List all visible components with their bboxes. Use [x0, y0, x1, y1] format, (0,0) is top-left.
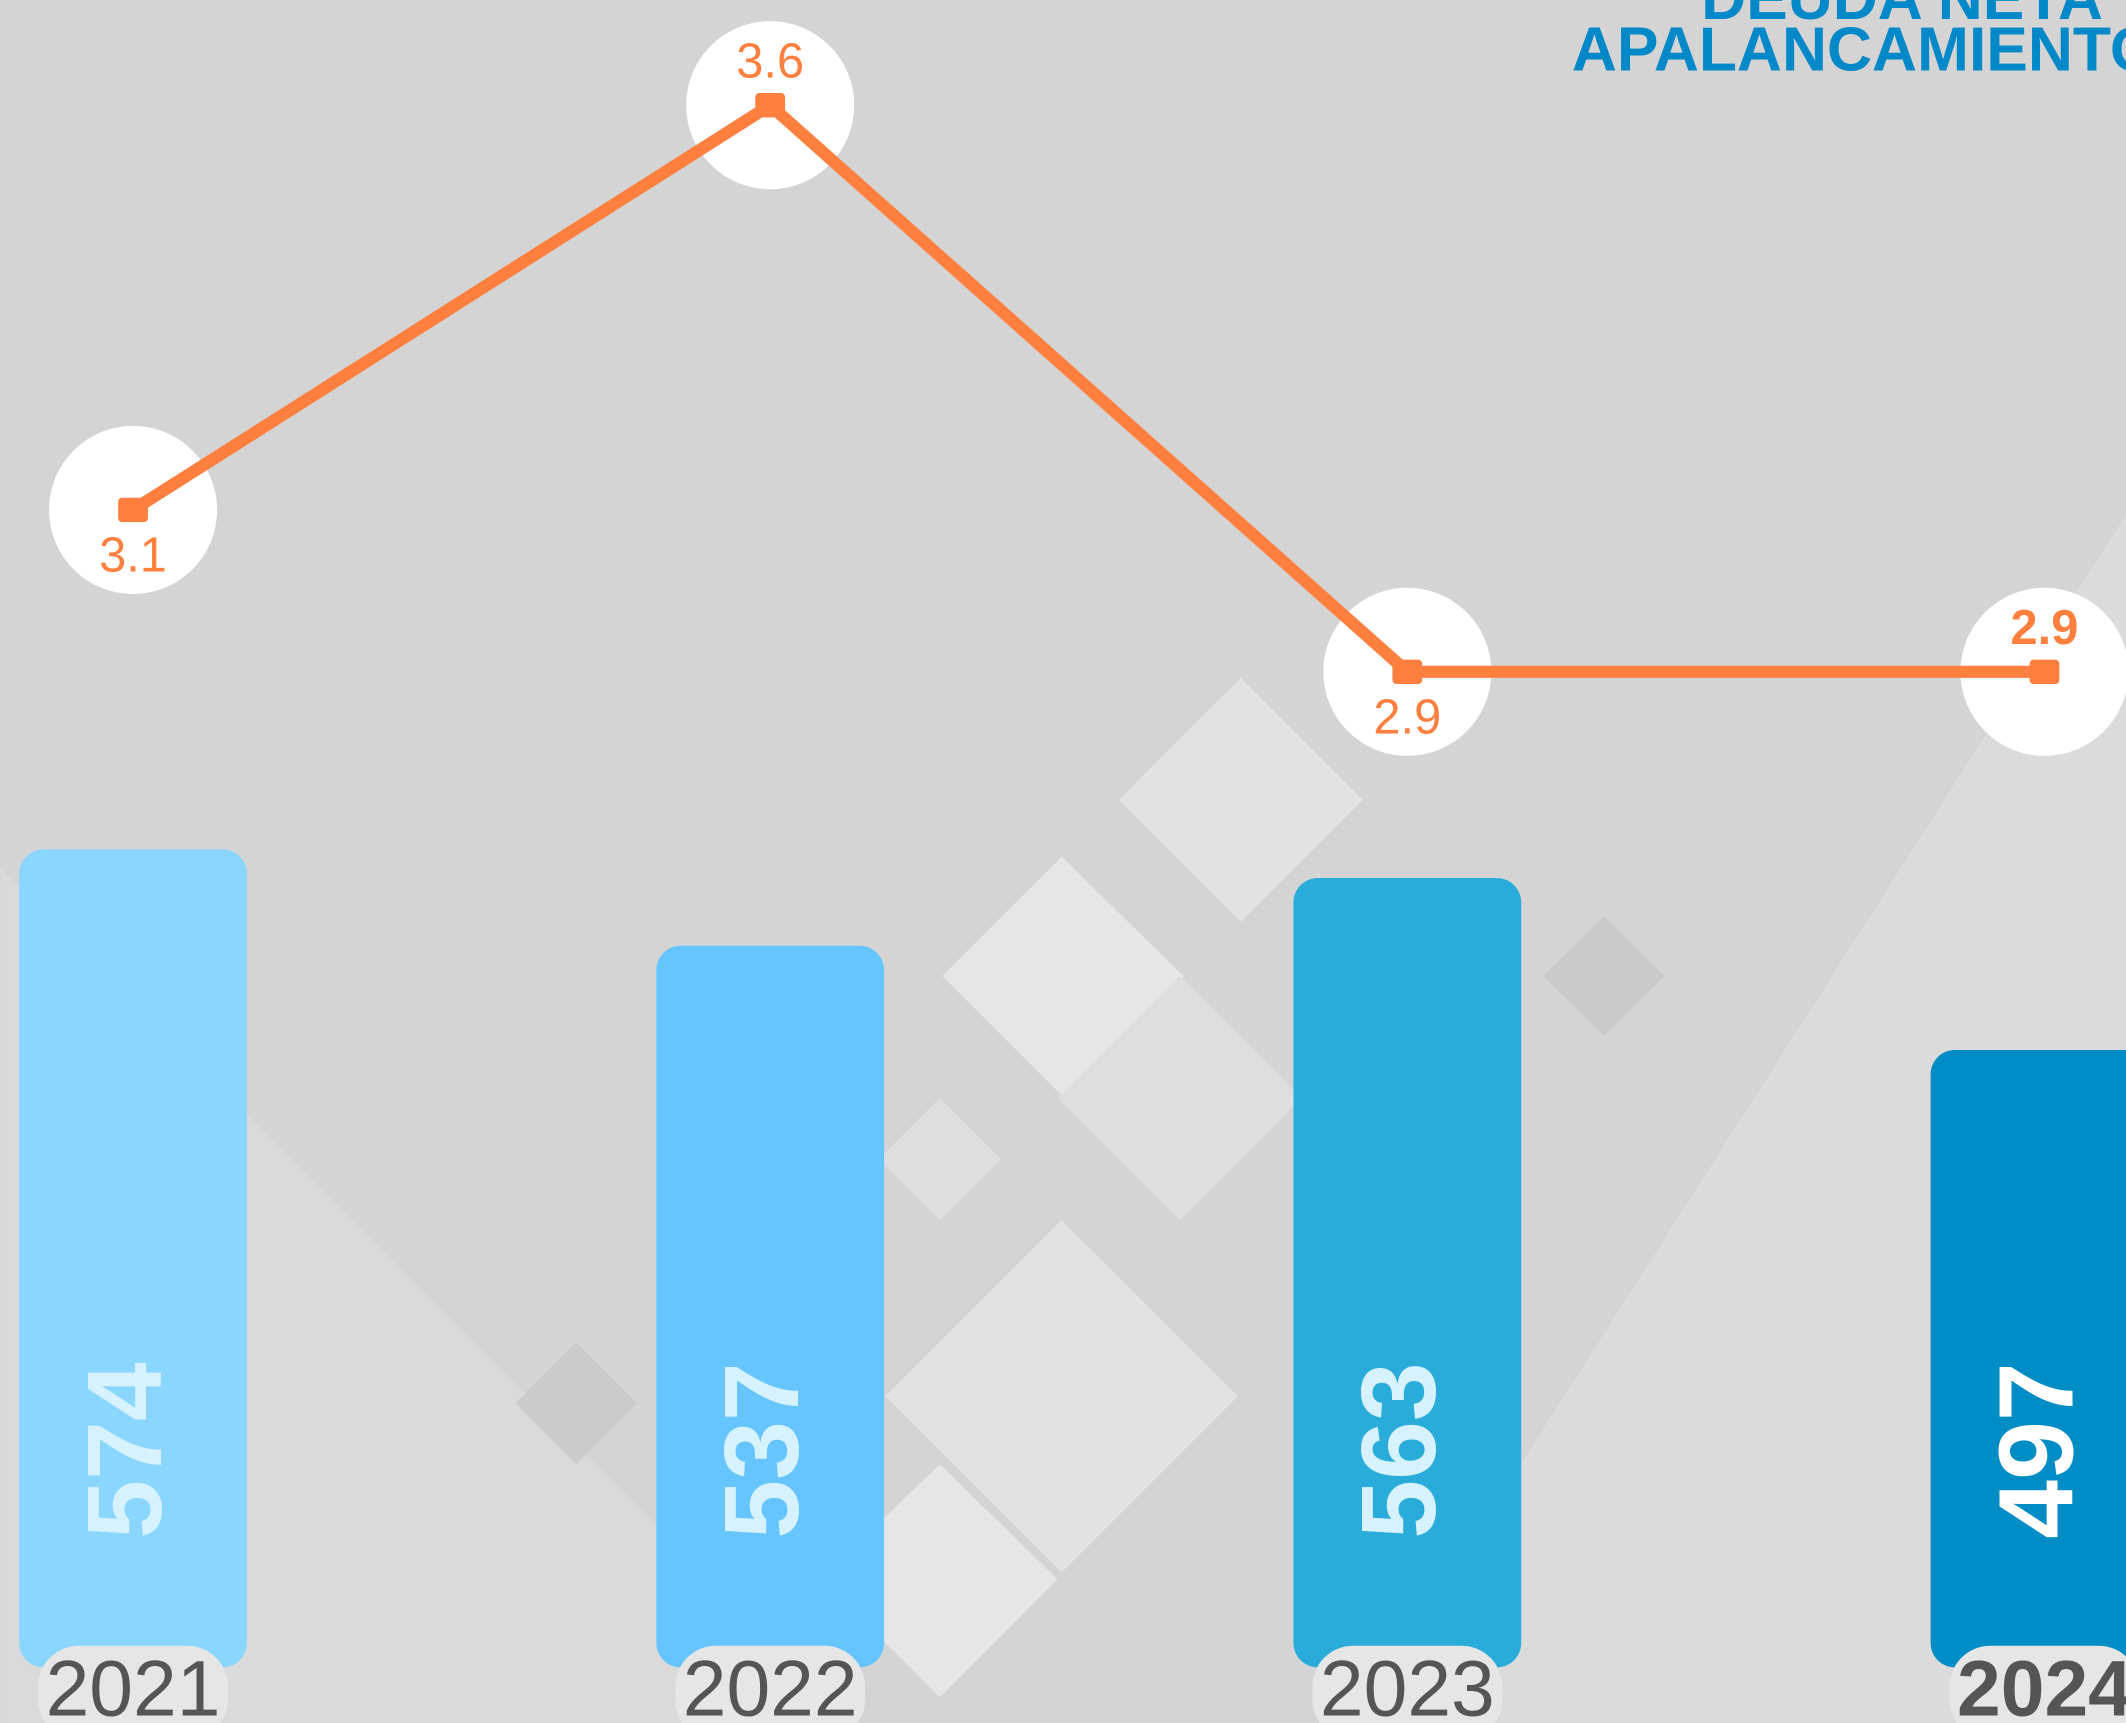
bar-value-label: 537 [703, 1362, 821, 1538]
chart-subtitle: APALANCAMIENTO [1572, 16, 2126, 85]
category-pill [38, 1645, 228, 1723]
x-tick-label: 2023 [1320, 1644, 1495, 1723]
category-pill [675, 1645, 866, 1723]
point-label: 3.1 [99, 529, 167, 583]
bar [19, 849, 247, 1668]
bar-value-label: 574 [66, 1362, 184, 1539]
bar-value-label: 563 [1340, 1362, 1458, 1538]
x-tick-label: 2021 [46, 1644, 221, 1723]
point [755, 93, 786, 118]
bar-value-label: 497 [1977, 1362, 2095, 1538]
chart-title: DEUDA NETA Y [1701, 0, 2126, 33]
category-pill [1312, 1645, 1503, 1723]
point-label: 3.6 [736, 34, 804, 88]
bar [656, 945, 885, 1668]
line [129, 99, 2045, 678]
point [118, 497, 148, 523]
point-label: 2.9 [2011, 601, 2079, 655]
point [1392, 659, 1423, 685]
bar [1930, 1049, 2126, 1668]
bar [1293, 878, 1522, 1668]
x-tick-label: 2022 [683, 1644, 858, 1723]
point-label: 2.9 [1373, 691, 1441, 745]
category-pill [1949, 1645, 2126, 1723]
point [2029, 659, 2060, 685]
x-tick-label: 2024 [1957, 1644, 2126, 1723]
